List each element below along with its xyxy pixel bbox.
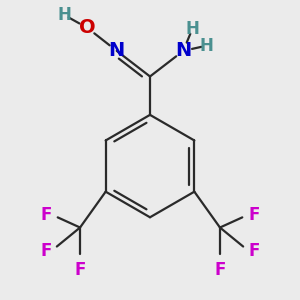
Text: F: F (40, 206, 52, 224)
Text: F: F (214, 261, 226, 279)
Text: H: H (57, 6, 71, 24)
Text: F: F (40, 242, 52, 260)
Text: N: N (175, 41, 191, 60)
Text: H: H (185, 20, 199, 38)
Text: F: F (248, 242, 260, 260)
Text: O: O (79, 18, 96, 37)
Text: H: H (200, 37, 213, 55)
Text: N: N (109, 41, 125, 60)
Text: F: F (248, 206, 260, 224)
Text: F: F (74, 261, 86, 279)
